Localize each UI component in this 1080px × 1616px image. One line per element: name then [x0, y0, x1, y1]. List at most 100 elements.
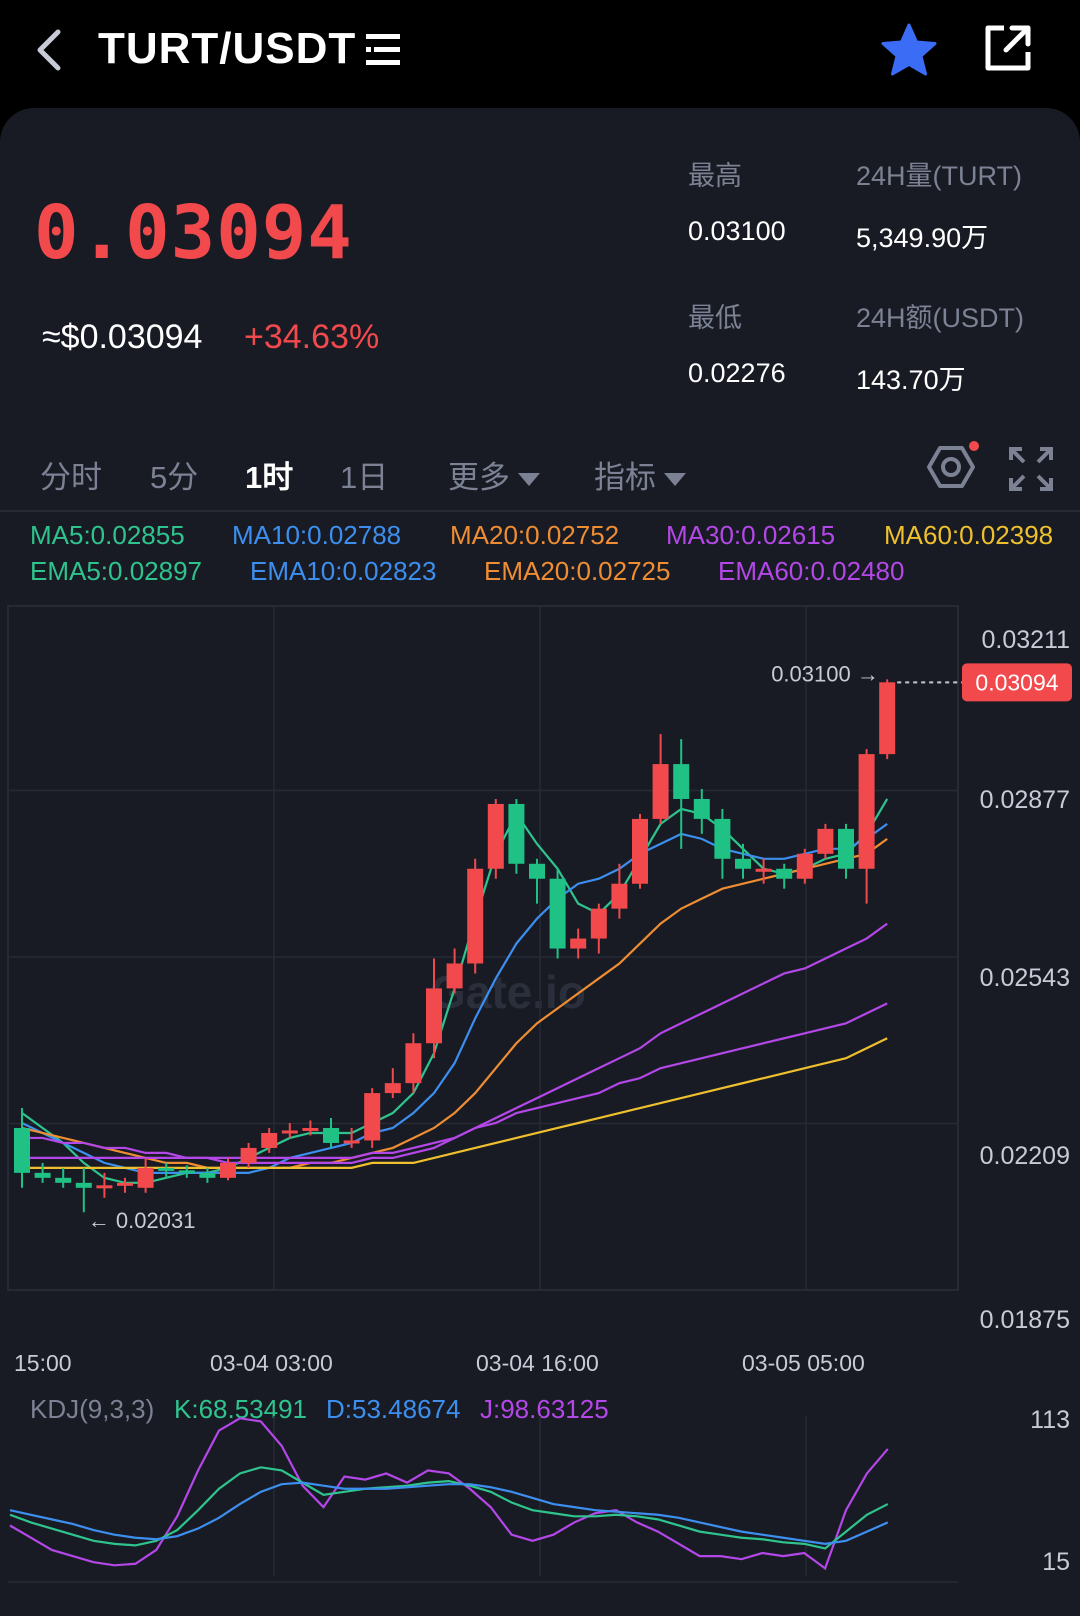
candle-body	[446, 963, 463, 989]
ma-legend-item: MA60:0.02398	[884, 520, 1054, 550]
candle-body	[261, 1132, 278, 1148]
settings-icon[interactable]	[922, 440, 980, 498]
candle-body	[220, 1162, 236, 1178]
tab-timeline[interactable]: 分时	[40, 460, 102, 495]
kdj-y-max: 113	[1030, 1406, 1070, 1434]
kdj-j-line	[9, 1417, 889, 1571]
candle-body	[384, 1083, 401, 1094]
candle-body	[343, 1140, 360, 1144]
candle-body	[652, 764, 669, 819]
notification-dot	[969, 441, 979, 451]
menu-icon[interactable]	[366, 30, 406, 70]
candle-body	[14, 1127, 30, 1173]
tab-indicators[interactable]: 指标	[594, 452, 686, 497]
candle-body	[817, 828, 834, 854]
candle-body	[755, 868, 772, 872]
y-tick-label: 0.02543	[979, 964, 1070, 992]
chart-frame	[7, 605, 959, 1291]
y-tick-label: 0.02209	[979, 1142, 1070, 1170]
fullscreen-icon[interactable]	[1008, 446, 1054, 492]
ma-legend-item: MA20:0.02752	[450, 520, 620, 550]
low-value: 0.02276	[688, 358, 786, 388]
kdj-k-line	[9, 1466, 889, 1550]
tab-more[interactable]: 更多	[448, 452, 540, 497]
x-tick-label: 03-05 05:00	[742, 1350, 865, 1376]
amount-label: 24H额(USDT)	[856, 303, 1025, 333]
ma-line	[22, 1002, 888, 1159]
tab-1day[interactable]: 1日	[340, 460, 389, 495]
candle-body	[55, 1177, 72, 1183]
candle-body	[549, 878, 566, 949]
ma-legend-item: MA30:0.02615	[666, 520, 836, 550]
x-tick-label: 03-04 16:00	[476, 1350, 599, 1376]
star-icon[interactable]	[880, 22, 938, 78]
candle-body	[590, 908, 607, 939]
candle-body	[693, 798, 710, 819]
candle-body	[735, 858, 751, 869]
ema-legend-item: EMA60:0.02480	[718, 556, 905, 586]
volume-value: 5,349.90万	[856, 223, 989, 253]
candle-body	[858, 754, 875, 869]
volume-label: 24H量(TURT)	[856, 161, 1023, 191]
tabs-divider	[0, 510, 1080, 512]
last-price-badge	[962, 663, 1072, 702]
interval-tabs: 分时 5分 1时 1日 更多 指标	[0, 440, 1080, 512]
ma-legend-item: MA10:0.02788	[232, 520, 402, 550]
low-marker: ← 0.02031	[88, 1208, 196, 1233]
kdj-d-value: D:53.48674	[326, 1394, 461, 1424]
tab-1hour[interactable]: 1时	[245, 460, 294, 495]
candle-body	[96, 1185, 113, 1189]
ema-legend-item: EMA10:0.02823	[250, 556, 437, 586]
high-marker: 0.03100 →	[771, 661, 879, 686]
high-value: 0.03100	[688, 216, 786, 246]
candle-body	[199, 1172, 216, 1178]
candle-body	[487, 803, 504, 869]
y-tick-label: 0.03211	[981, 626, 1070, 654]
chevron-down-icon	[664, 473, 686, 487]
low-label: 最低	[688, 303, 742, 333]
ma-legend-item: MA5:0.02855	[30, 520, 185, 550]
candle-body	[178, 1170, 195, 1174]
candle-body	[879, 682, 896, 755]
usd-price: ≈$0.03094	[42, 318, 203, 356]
pair-title[interactable]: TURT/USDT	[98, 24, 357, 73]
candle-body	[364, 1093, 381, 1141]
tab-more-label: 更多	[448, 460, 510, 495]
candle-body	[323, 1127, 339, 1143]
ma-line	[22, 1037, 888, 1169]
candlestick-chart[interactable]: 0.03100 → ← 0.02031 0.03094	[0, 600, 1080, 1340]
candle-body	[508, 803, 525, 864]
candle-body	[240, 1147, 257, 1163]
kdj-y-min: 15	[1042, 1548, 1070, 1576]
x-tick-label: 15:00	[14, 1350, 72, 1376]
y-tick-label: 0.01875	[979, 1306, 1070, 1334]
candle-body	[302, 1127, 319, 1131]
candle-body	[281, 1130, 298, 1134]
tab-5min[interactable]: 5分	[150, 460, 199, 495]
candle-body	[632, 818, 648, 884]
candle-body	[426, 988, 442, 1044]
candle-body	[467, 868, 484, 964]
candle-body	[673, 764, 690, 799]
candle-body	[796, 853, 813, 879]
kdj-d-line	[9, 1481, 889, 1545]
candle-body	[611, 883, 628, 909]
back-icon[interactable]	[30, 24, 70, 76]
share-icon[interactable]	[982, 22, 1034, 74]
tab-indicators-label: 指标	[594, 460, 656, 495]
candle-body	[570, 938, 587, 949]
candle-body	[34, 1172, 51, 1178]
ema-legend-item: EMA20:0.02725	[484, 556, 671, 586]
top-bar: TURT/USDT	[0, 0, 1080, 108]
ma-line	[21, 823, 888, 1174]
candle-body	[137, 1167, 154, 1188]
ema-legend-item: EMA5:0.02897	[30, 556, 203, 586]
x-tick-label: 03-04 03:00	[210, 1350, 333, 1376]
candle-body	[714, 818, 731, 859]
candle-body	[158, 1167, 175, 1171]
amount-value: 143.70万	[856, 365, 966, 395]
last-price-badge-text: 0.03094	[975, 669, 1058, 695]
y-tick-label: 0.02877	[979, 786, 1070, 814]
kdj-chart[interactable]	[0, 1400, 1080, 1600]
change-percent: +34.63%	[244, 318, 380, 356]
